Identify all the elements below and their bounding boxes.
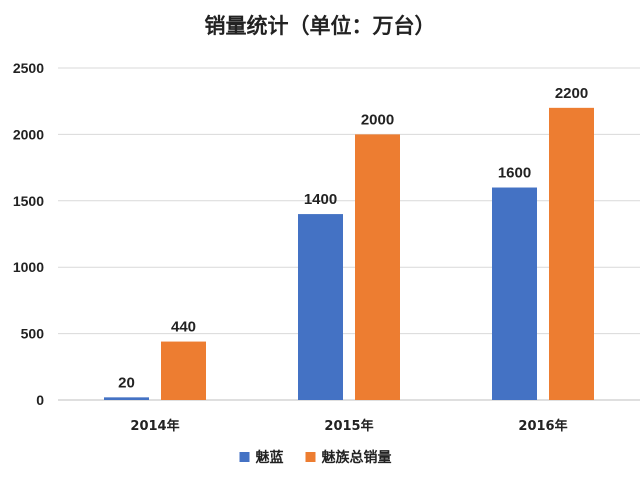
- bar: [549, 107, 594, 400]
- data-label: 440: [171, 319, 196, 336]
- legend-label: 魅蓝: [256, 449, 284, 466]
- y-axis: 0 500 1000 1500 2000 2500: [13, 60, 44, 408]
- chart-title: 销量统计（单位：万台）: [204, 14, 436, 38]
- legend-swatch: [305, 452, 316, 462]
- y-tick-label: 1500: [13, 193, 44, 209]
- bar: [161, 341, 206, 400]
- bar: [355, 134, 400, 400]
- legend-swatch: [239, 452, 250, 462]
- x-tick-label: 2015年: [324, 418, 373, 434]
- data-label: 1600: [498, 165, 531, 182]
- y-tick-label: 2000: [13, 126, 44, 142]
- y-tick-label: 500: [21, 326, 45, 342]
- legend: 魅蓝 魅族总销量: [239, 449, 392, 466]
- x-tick-label: 2016年: [518, 418, 567, 434]
- legend-label: 魅族总销量: [322, 449, 392, 466]
- y-tick-label: 2500: [13, 60, 44, 76]
- y-tick-label: 1000: [13, 259, 44, 275]
- x-tick-label: 2014年: [130, 418, 179, 434]
- bars: [104, 107, 594, 400]
- bar: [104, 397, 149, 400]
- data-labels: 20 440 1400 2000 1600 2200: [118, 85, 588, 392]
- x-axis: 2014年 2015年 2016年: [130, 418, 567, 434]
- data-label: 2000: [361, 111, 394, 128]
- bar: [298, 214, 343, 400]
- bar: [492, 187, 537, 400]
- data-label: 1400: [304, 191, 337, 208]
- data-label: 2200: [555, 85, 588, 102]
- gridlines: [58, 67, 640, 401]
- data-label: 20: [118, 374, 135, 391]
- y-tick-label: 0: [36, 392, 44, 408]
